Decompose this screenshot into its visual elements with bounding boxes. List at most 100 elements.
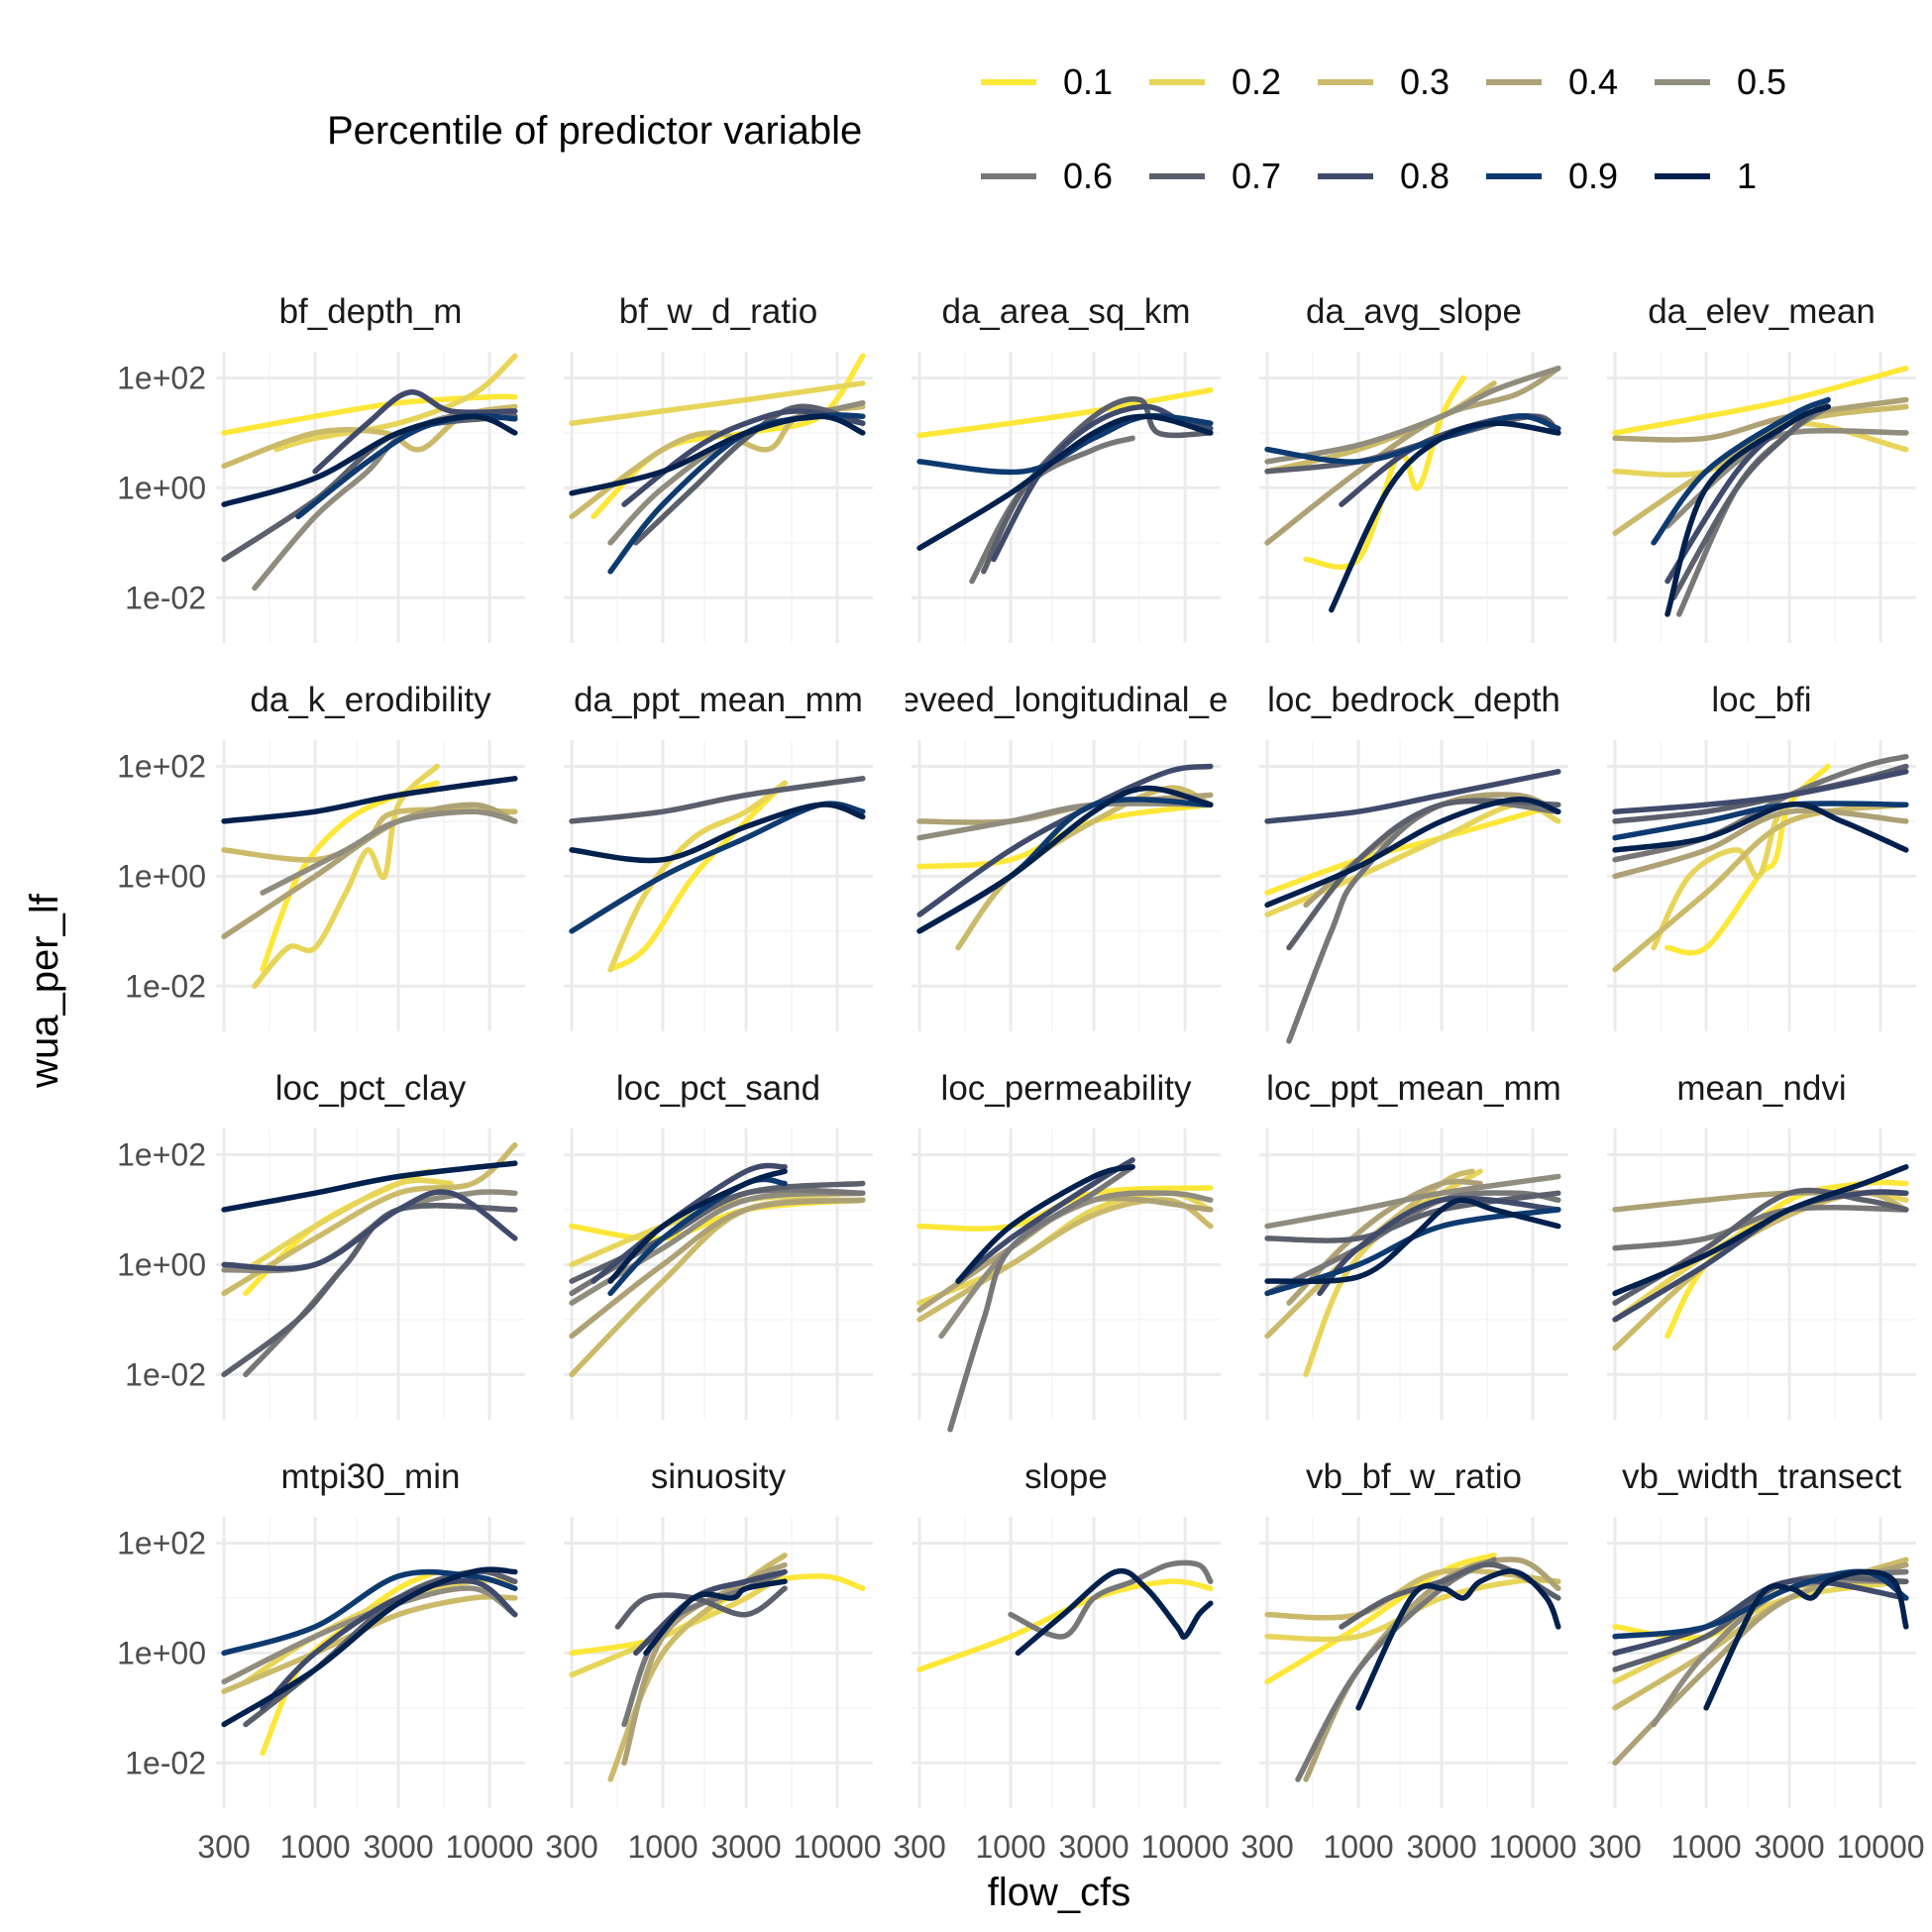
x-tick-label: 3000 — [1058, 1829, 1128, 1865]
series-line-0_6 — [1612, 1205, 1909, 1251]
y-tick-label: 1e-02 — [125, 968, 206, 1004]
panel-da_k_erodibility: da_k_erodibility 1e-02 1e+00 1e+02 — [117, 681, 525, 1031]
series-line-1 — [1612, 802, 1909, 853]
series-line-0_7 — [633, 403, 866, 546]
y-tick-label: 1e+00 — [117, 470, 206, 505]
x-tick-label: 10000 — [794, 1829, 882, 1865]
panel-loc_ppt_mean_mm: loc_ppt_mean_mm — [1259, 1069, 1568, 1420]
series-line-0_7 — [569, 1180, 866, 1284]
x-tick-label: 1000 — [975, 1829, 1045, 1865]
facet-title: bf_w_d_ratio — [619, 292, 817, 331]
facet-title: da_ppt_mean_mm — [574, 681, 863, 719]
series-line-0_4 — [569, 1197, 866, 1340]
facet-title: loc_ppt_mean_mm — [1266, 1069, 1561, 1108]
series-line-0_5 — [260, 808, 518, 896]
series-line-1 — [955, 1164, 1135, 1284]
x-tick-label: 3000 — [710, 1829, 781, 1865]
facet-title: vb_bf_w_ratio — [1306, 1457, 1522, 1496]
series-line-1 — [1264, 1197, 1561, 1285]
series-line-0_5 — [938, 1190, 1214, 1340]
facet-title: sinuosity — [651, 1457, 787, 1496]
series-line-1 — [569, 413, 866, 496]
x-tick-label: 300 — [545, 1829, 597, 1865]
series-line-1 — [643, 1578, 788, 1657]
series-line-1 — [1612, 1164, 1909, 1297]
series-line-0_1 — [607, 780, 788, 973]
panel-loc_leveed_longitudinal_extent: loc_leveed_longitudinal_extent — [906, 681, 1227, 1031]
series-line-0_2 — [569, 380, 866, 426]
facet-title: mtpi30_min — [281, 1457, 461, 1496]
series-line-1 — [1703, 1568, 1909, 1711]
y-tick-label: 1e-02 — [125, 1745, 206, 1780]
series-line-0_4 — [1612, 807, 1909, 880]
y-tick-label: 1e-02 — [125, 580, 206, 615]
facet-title: da_elev_mean — [1648, 292, 1876, 331]
series-line-0_5 — [1264, 1173, 1561, 1230]
y-tick-label: 1e+02 — [117, 1525, 206, 1560]
series-line-0_8 — [1612, 1577, 1909, 1657]
series-line-0_7 — [1612, 1574, 1909, 1672]
series-line-0_7 — [221, 413, 518, 563]
legend-label-0_1: 0.1 — [1063, 61, 1113, 102]
series-line-0_4 — [621, 1561, 788, 1767]
series-line-0_1 — [1264, 802, 1561, 896]
series-line-0_8 — [221, 1189, 518, 1272]
facet-title: vb_width_transect — [1622, 1457, 1901, 1496]
series-line-1 — [916, 785, 1214, 934]
series-line-0_8 — [1264, 769, 1561, 824]
series-line-0_6 — [1008, 1559, 1214, 1640]
series-line-0_7 — [569, 776, 866, 824]
series-line-1 — [1664, 403, 1831, 617]
series-line-1 — [221, 1160, 518, 1213]
series-line-0_5 — [1664, 428, 1909, 529]
series-line-1 — [916, 413, 1214, 551]
series-line-0_5 — [916, 801, 1214, 841]
series-line-0_1 — [1303, 375, 1466, 571]
facet-title: loc_pct_clay — [275, 1069, 467, 1108]
legend-label-0_4: 0.4 — [1568, 61, 1618, 102]
x-tick-label: 1000 — [1670, 1829, 1741, 1865]
series-line-1 — [1264, 797, 1561, 909]
series-line-0_9 — [221, 1568, 518, 1657]
panel-da_elev_mean: da_elev_mean — [1607, 292, 1916, 643]
series-line-0_6 — [1286, 798, 1561, 1044]
x-tick-label: 3000 — [1754, 1829, 1824, 1865]
facet-title: da_avg_slope — [1306, 292, 1522, 331]
panel-slope: slope 300 1000 3000 10000 — [893, 1457, 1229, 1865]
legend-label-0_7: 0.7 — [1232, 156, 1281, 196]
legend: Percentile of predictor variable 0.1 0.2 0… — [327, 61, 1786, 196]
panel-mean_ndvi: mean_ndvi — [1607, 1069, 1916, 1420]
y-tick-label: 1e+00 — [117, 858, 206, 894]
series-line-0_6 — [621, 1568, 788, 1728]
series-line-0_8 — [312, 389, 518, 475]
facet-title: loc_pct_sand — [616, 1069, 820, 1108]
panel-da_avg_slope: da_avg_slope — [1259, 292, 1568, 643]
series-line-1 — [1355, 1568, 1561, 1711]
x-tick-label: 300 — [1588, 1829, 1641, 1865]
panel-loc_pct_clay: loc_pct_clay 1e-02 1e+00 1e+02 — [117, 1069, 525, 1420]
series-line-0_3 — [221, 1593, 518, 1694]
series-line-0_8 — [1612, 769, 1909, 814]
x-tick-label: 10000 — [1141, 1829, 1230, 1865]
y-tick-label: 1e+00 — [117, 1635, 206, 1670]
x-tick-label: 1000 — [1323, 1829, 1393, 1865]
x-tick-label: 3000 — [363, 1829, 433, 1865]
y-tick-label: 1e+02 — [117, 748, 206, 784]
series-line-0_8 — [590, 1162, 788, 1284]
panel-loc_pct_sand: loc_pct_sand — [564, 1069, 873, 1420]
series-line-1 — [607, 1168, 788, 1284]
x-tick-label: 10000 — [1837, 1829, 1925, 1865]
facet-title: da_area_sq_km — [942, 292, 1191, 331]
series-line-0_1 — [1612, 365, 1909, 436]
series-line-0_8 — [260, 1577, 518, 1711]
panel-da_ppt_mean_mm: da_ppt_mean_mm — [564, 681, 873, 1031]
series-line-0_5 — [1264, 365, 1561, 465]
series-line-0_8 — [1317, 1195, 1561, 1297]
series-line-0_8 — [633, 1568, 788, 1657]
legend-label-0_8: 0.8 — [1400, 156, 1449, 196]
facet-panels: bf_depth_m 1e-02 1e+00 1e+02 bf_w_d_ratio da_… — [117, 292, 1924, 1865]
panel-da_area_sq_km: da_area_sq_km — [912, 292, 1221, 643]
panel-vb_width_transect: vb_width_transect 300 1000 3000 10000 — [1588, 1457, 1924, 1865]
series-line-0_2 — [243, 1177, 454, 1273]
